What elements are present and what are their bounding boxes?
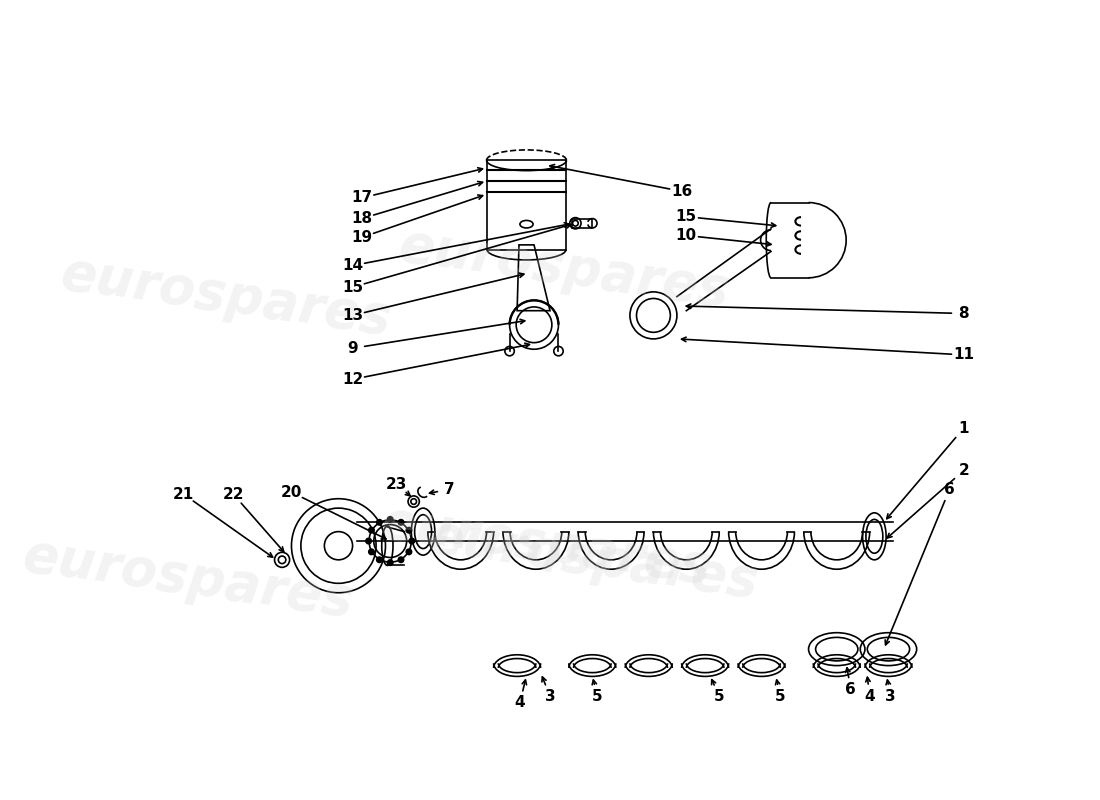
Text: 21: 21 <box>173 486 194 502</box>
Text: eurospares: eurospares <box>20 530 356 627</box>
Text: eurospares: eurospares <box>57 248 394 346</box>
Text: 23: 23 <box>386 477 407 492</box>
Text: 17: 17 <box>351 190 373 206</box>
Circle shape <box>376 519 382 525</box>
Text: 5: 5 <box>592 689 603 704</box>
Circle shape <box>398 557 404 562</box>
Text: eurospares: eurospares <box>424 511 761 609</box>
Text: eurospares: eurospares <box>376 497 714 594</box>
Text: 7: 7 <box>444 482 454 497</box>
Circle shape <box>406 549 411 554</box>
Circle shape <box>365 538 372 544</box>
Circle shape <box>398 519 404 525</box>
Text: 5: 5 <box>714 689 725 704</box>
Text: 5: 5 <box>776 689 785 704</box>
Circle shape <box>387 517 393 522</box>
Text: 14: 14 <box>342 258 363 273</box>
Text: 4: 4 <box>515 695 525 710</box>
Text: 3: 3 <box>886 689 895 704</box>
Text: 10: 10 <box>675 228 697 243</box>
Text: 3: 3 <box>544 689 556 704</box>
Circle shape <box>376 557 382 562</box>
Circle shape <box>368 527 374 533</box>
Text: 22: 22 <box>222 486 244 502</box>
Text: 20: 20 <box>280 485 302 500</box>
Text: 6: 6 <box>846 682 856 697</box>
Text: 15: 15 <box>342 280 363 294</box>
Bar <box>487 160 566 250</box>
Text: 19: 19 <box>351 230 373 245</box>
Circle shape <box>368 549 374 554</box>
Text: 1: 1 <box>958 421 969 436</box>
Text: 12: 12 <box>342 372 363 387</box>
Text: 9: 9 <box>348 341 358 356</box>
Text: 2: 2 <box>958 463 969 478</box>
Text: 6: 6 <box>944 482 955 497</box>
Circle shape <box>387 560 393 566</box>
Text: 16: 16 <box>671 184 692 198</box>
Text: 15: 15 <box>675 209 697 224</box>
Text: 8: 8 <box>958 306 969 321</box>
Text: 13: 13 <box>342 308 363 323</box>
Text: 11: 11 <box>954 347 975 362</box>
Circle shape <box>406 527 411 533</box>
Text: 4: 4 <box>865 689 874 704</box>
Text: 18: 18 <box>351 211 373 226</box>
Text: eurospares: eurospares <box>395 219 733 318</box>
Bar <box>572 218 592 228</box>
Circle shape <box>409 538 415 544</box>
